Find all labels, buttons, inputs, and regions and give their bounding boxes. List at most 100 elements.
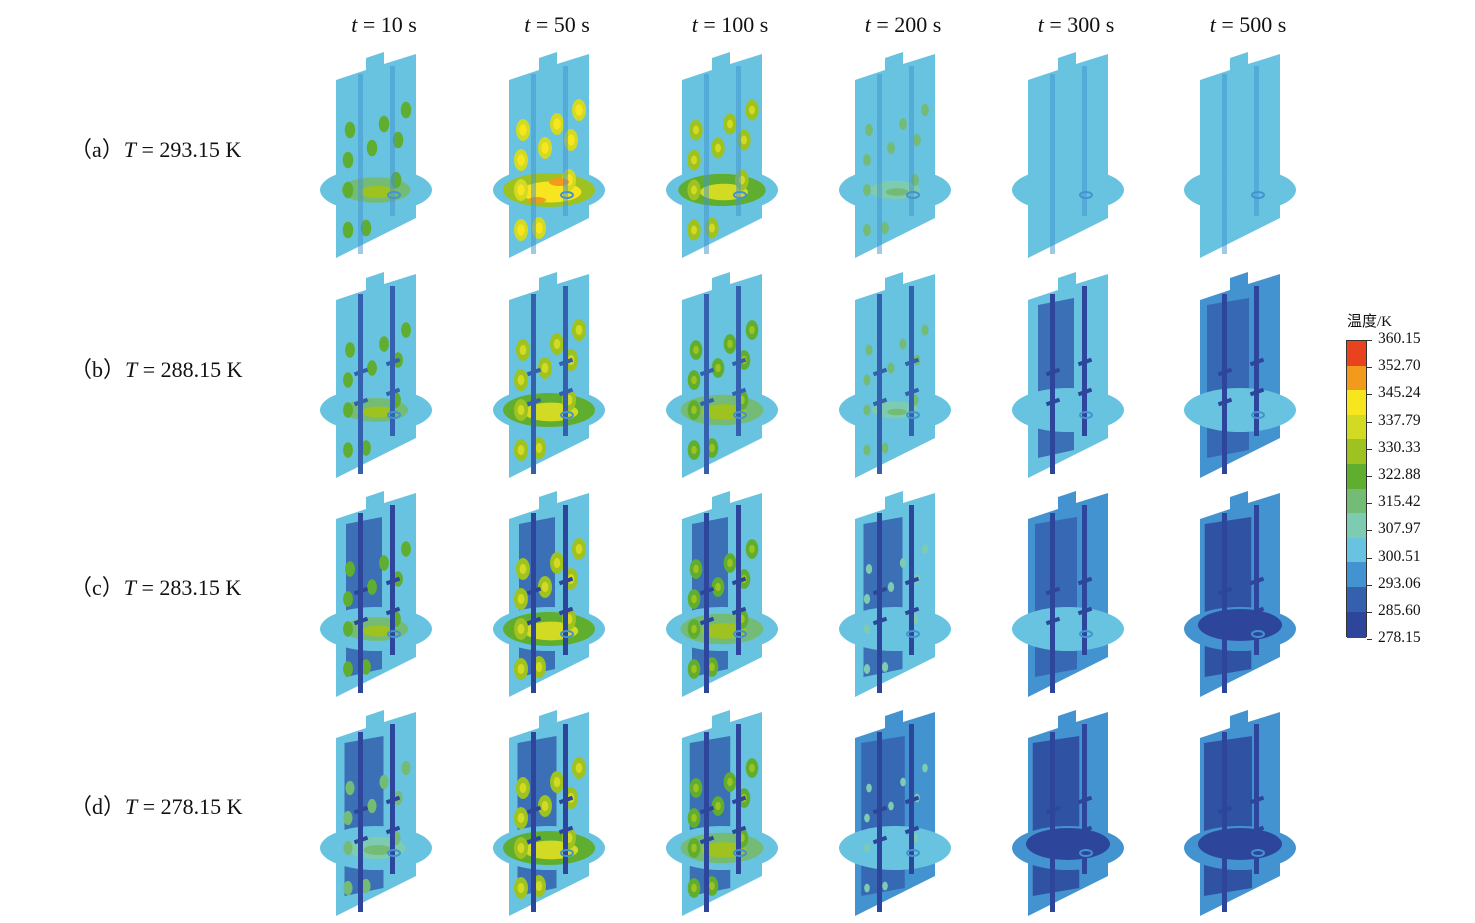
heat-zone-inner: [360, 185, 396, 199]
impeller-blade: [1045, 616, 1061, 626]
impeller-blade: [1217, 397, 1233, 407]
heat-blob-core: [693, 783, 699, 793]
row-label-var: T: [125, 794, 138, 819]
heat-blob: [882, 881, 888, 891]
legend-swatch: [1347, 365, 1366, 391]
legend-tick: [1367, 612, 1372, 613]
heat-blob: [922, 763, 928, 773]
heat-blob-core: [517, 593, 525, 605]
contour-cell-r3-c5: [998, 479, 1170, 697]
impeller-blade: [353, 586, 369, 596]
impeller-blade: [353, 397, 369, 407]
legend-title: 温度/K: [1347, 314, 1393, 330]
row-label-value: = 278.15 K: [137, 794, 243, 819]
heat-blob-core: [691, 375, 697, 385]
impeller-blade: [1249, 576, 1265, 586]
heat-blob: [863, 404, 871, 416]
heat-blob: [881, 662, 889, 672]
center-ring: [1079, 411, 1093, 419]
impeller-blade: [385, 357, 401, 367]
cold-core: [1198, 609, 1282, 641]
legend-value: 315.42: [1378, 493, 1421, 511]
heat-blob: [899, 117, 907, 131]
shaft-right: [390, 66, 395, 216]
heat-blob: [344, 121, 356, 139]
impeller-blade: [699, 586, 715, 596]
legend-tick: [1367, 421, 1372, 423]
impeller-blade: [1217, 805, 1233, 815]
center-ring: [560, 411, 574, 419]
heat-zone-inner: [887, 408, 907, 416]
shaft-right: [1082, 66, 1087, 216]
heat-blob: [342, 151, 354, 169]
contour-cell-r4-c2: [479, 698, 651, 916]
column-header-var: t: [691, 12, 698, 37]
contour-cell-r2-c6: [1170, 260, 1342, 478]
impeller-blade: [1249, 357, 1265, 367]
impeller-blade: [353, 616, 369, 626]
horizontal-disk: [1184, 388, 1296, 432]
contour-cell-r1-c6: [1170, 40, 1342, 258]
legend-swatch: [1347, 586, 1366, 612]
contour-plot: [1184, 272, 1296, 478]
contour-plot: [1184, 710, 1296, 916]
heat-blob-core: [741, 135, 747, 145]
center-ring: [387, 191, 401, 199]
impeller-blade: [904, 357, 920, 367]
contour-plot: [839, 491, 951, 697]
impeller-blade: [1045, 397, 1061, 407]
legend-value: 360.15: [1378, 330, 1421, 347]
heat-blob-core: [517, 184, 525, 196]
legend-value: 278.15: [1378, 629, 1421, 647]
shaft-left: [1222, 74, 1227, 254]
contour-plot: [493, 710, 605, 916]
heat-blob-core: [749, 325, 755, 335]
legend-value: 352.70: [1378, 357, 1421, 375]
contour-plot: [320, 272, 432, 478]
row-label-var: T: [123, 575, 137, 600]
shaft-left: [358, 732, 363, 912]
heat-blob: [921, 544, 929, 554]
impeller-blade: [904, 606, 920, 616]
impeller-blade: [1045, 835, 1061, 845]
heat-blob: [401, 541, 411, 557]
column-header-6: t = 500 s: [1178, 12, 1318, 38]
contour-plot: [839, 710, 951, 916]
heat-blob-core: [517, 663, 525, 675]
shaft-left: [1050, 74, 1055, 254]
impeller-blade: [1217, 586, 1233, 596]
shaft-left: [531, 74, 536, 254]
legend-swatch: [1347, 488, 1366, 514]
impeller-blade: [699, 835, 715, 845]
impeller-blade: [699, 367, 715, 377]
center-ring: [1251, 411, 1265, 419]
heat-blob: [863, 183, 871, 197]
heat-blob-core: [519, 782, 527, 794]
heat-blob: [343, 591, 353, 607]
legend-value: 307.97: [1378, 520, 1421, 538]
heat-blob-core: [691, 225, 697, 235]
heat-blob-core: [691, 843, 697, 853]
contour-cell-r4-c4: [825, 698, 997, 916]
column-header-var: t: [1209, 12, 1216, 37]
shaft-left: [1222, 294, 1227, 474]
vertical-plate: [1028, 52, 1108, 258]
heat-blob: [887, 582, 895, 592]
impeller-blade: [699, 616, 715, 626]
vertical-plate: [1200, 52, 1280, 258]
shaft-left: [1222, 732, 1227, 912]
center-ring: [1251, 191, 1265, 199]
heat-blob: [881, 442, 889, 454]
row-label-value: = 288.15 K: [137, 357, 243, 382]
heat-blob: [863, 664, 871, 674]
heat-blob: [379, 555, 389, 571]
heat-blob-core: [727, 558, 733, 568]
impeller-blade: [526, 367, 542, 377]
heat-blob-core: [567, 134, 575, 146]
contour-cell-r1-c3: [652, 40, 824, 258]
hot-spot: [528, 197, 546, 203]
heat-blob: [863, 153, 871, 167]
shaft-left: [1050, 294, 1055, 474]
row-label-var: T: [125, 357, 138, 382]
shaft-left: [358, 74, 363, 254]
